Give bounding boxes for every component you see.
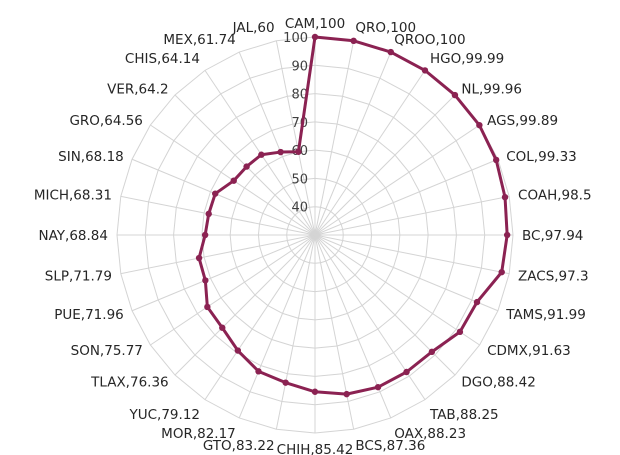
tick-label-70: 70 bbox=[291, 116, 308, 131]
category-label-chih: CHIH,85.42 bbox=[277, 442, 354, 455]
tick-label-80: 80 bbox=[291, 88, 308, 103]
spoke-son bbox=[150, 234, 316, 346]
data-point-nl bbox=[451, 91, 459, 99]
spoke-coah bbox=[314, 195, 510, 236]
data-point-tlax bbox=[219, 324, 226, 331]
tick-label-50: 50 bbox=[291, 172, 308, 187]
category-label-qro: QRO,100 bbox=[355, 20, 416, 36]
spoke-tlax bbox=[174, 234, 316, 376]
category-label-tams: TAMS,91.99 bbox=[505, 307, 586, 323]
category-label-col: COL,99.33 bbox=[506, 149, 577, 165]
category-label-zacs: ZACS,97.3 bbox=[518, 268, 589, 284]
series bbox=[195, 33, 511, 398]
data-point-cdmx bbox=[456, 328, 464, 336]
data-point-qro bbox=[350, 37, 357, 44]
tick-label-90: 90 bbox=[291, 59, 308, 74]
category-label-tlax: TLAX,76.36 bbox=[90, 374, 169, 390]
category-label-nay: NAY,68.84 bbox=[39, 228, 108, 244]
category-label-mich: MICH,68.31 bbox=[34, 188, 112, 204]
category-label-ver: VER,64.2 bbox=[107, 82, 169, 98]
category-label-jal: JAL,60 bbox=[232, 20, 275, 36]
category-label-cam: CAM,100 bbox=[285, 16, 345, 32]
data-point-jal bbox=[295, 148, 302, 155]
data-point-gto bbox=[282, 379, 289, 386]
category-label-chis: CHIS,64.14 bbox=[125, 51, 200, 67]
category-label-bcs: BCS,87.36 bbox=[355, 438, 425, 454]
spoke-mich bbox=[120, 195, 316, 236]
spoke-sin bbox=[131, 158, 316, 236]
data-point-coah bbox=[501, 194, 509, 201]
category-label-bc: BC,97.94 bbox=[522, 228, 583, 244]
spoke-col bbox=[314, 158, 499, 236]
spoke-oax bbox=[314, 234, 392, 419]
data-point-tams bbox=[473, 298, 481, 306]
category-label-mex: MEX,61.74 bbox=[163, 32, 235, 48]
spoke-slp bbox=[120, 234, 316, 275]
category-label-yuc: YUC,79.12 bbox=[129, 407, 201, 423]
spoke-jal bbox=[275, 40, 316, 236]
data-point-bcs bbox=[343, 390, 350, 398]
spoke-zacs bbox=[314, 234, 510, 275]
spoke-pue bbox=[131, 234, 316, 312]
data-point-gro bbox=[230, 177, 237, 184]
data-point-nay bbox=[201, 231, 209, 239]
spoke-gto bbox=[275, 234, 316, 430]
category-label-tab: TAB,88.25 bbox=[429, 407, 499, 423]
category-label-coah: COAH,98.5 bbox=[518, 188, 592, 204]
tick-label-100: 100 bbox=[283, 31, 308, 46]
category-label-sin: SIN,68.18 bbox=[58, 149, 124, 165]
spoke-qro bbox=[314, 40, 355, 236]
data-point-mex bbox=[277, 148, 284, 156]
data-point-slp bbox=[195, 254, 203, 262]
tick-label-40: 40 bbox=[291, 201, 308, 216]
category-label-gto: GTO,83.22 bbox=[203, 438, 275, 454]
category-label-gro: GRO,64.56 bbox=[69, 113, 142, 129]
data-point-cam bbox=[311, 33, 319, 41]
data-point-sin bbox=[212, 190, 219, 197]
category-label-slp: SLP,71.79 bbox=[45, 268, 112, 284]
category-label-ags: AGS,99.89 bbox=[487, 113, 558, 129]
category-label-cdmx: CDMX,91.63 bbox=[487, 343, 571, 359]
spoke-cdmx bbox=[314, 234, 480, 346]
spoke-tams bbox=[314, 234, 499, 312]
data-point-yuc bbox=[234, 347, 242, 354]
data-point-tab bbox=[403, 368, 410, 376]
spoke-ags bbox=[314, 124, 480, 236]
category-label-dgo: DGO,88.42 bbox=[461, 374, 535, 390]
category-label-nl: NL,99.96 bbox=[461, 82, 522, 98]
spoke-yuc bbox=[204, 234, 316, 400]
data-point-mich bbox=[205, 210, 212, 218]
data-point-bc bbox=[503, 231, 511, 239]
category-label-qroo: QROO,100 bbox=[394, 32, 465, 48]
data-point-qroo bbox=[387, 48, 394, 56]
data-point-son bbox=[204, 303, 211, 311]
category-label-hgo: HGO,99.99 bbox=[430, 51, 504, 67]
data-point-hgo bbox=[421, 67, 429, 74]
spoke-mex bbox=[238, 51, 316, 236]
category-label-mor: MOR,82.17 bbox=[161, 426, 236, 442]
spoke-hgo bbox=[314, 70, 426, 236]
data-point-ver bbox=[243, 163, 250, 170]
data-point-chis bbox=[258, 151, 265, 158]
data-point-oax bbox=[374, 383, 382, 391]
category-label-son: SON,75.77 bbox=[71, 343, 143, 359]
data-point-zacs bbox=[498, 268, 505, 276]
spoke-nl bbox=[314, 94, 456, 236]
data-point-dgo bbox=[428, 348, 436, 356]
data-point-mor bbox=[255, 368, 262, 375]
spoke-qroo bbox=[314, 51, 392, 236]
spoke-mor bbox=[238, 234, 316, 419]
data-point-col bbox=[492, 156, 500, 164]
category-label-pue: PUE,71.96 bbox=[54, 307, 124, 323]
data-point-ags bbox=[476, 121, 483, 129]
category-label-oax: OAX,88.23 bbox=[394, 426, 466, 442]
data-point-pue bbox=[202, 277, 209, 284]
data-point-chih bbox=[311, 388, 319, 395]
